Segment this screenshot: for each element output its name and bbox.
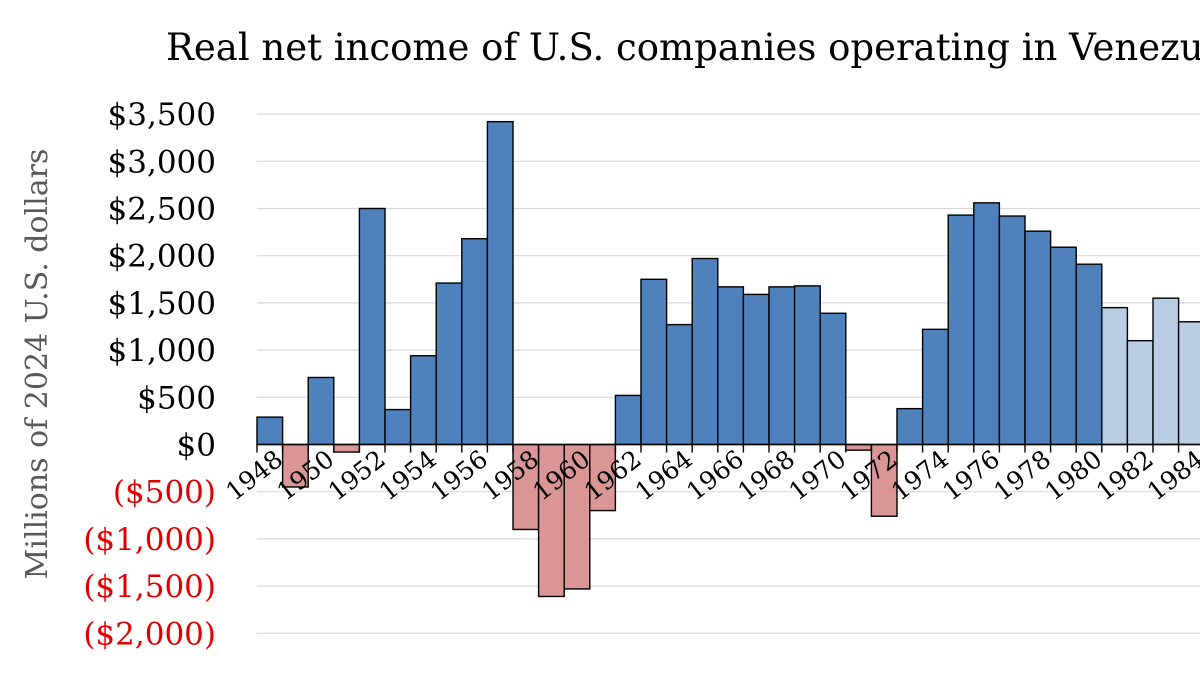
bar-1973 (896, 407, 924, 446)
bar-1967 (742, 293, 770, 446)
bar-1952 (358, 207, 386, 446)
bar-1960 (563, 443, 591, 590)
bar-1983 (1152, 297, 1180, 446)
y-tick-label: $500 (137, 380, 216, 416)
bar-1965 (691, 257, 719, 446)
bar-1975 (947, 214, 975, 446)
chart-title: Real net income of U.S. companies operat… (166, 26, 1200, 69)
y-tick-label: $3,000 (108, 144, 216, 180)
x-tick-label: 1964 (630, 444, 698, 506)
y-tick-label: ($2,000) (83, 616, 216, 652)
bar-1974 (921, 328, 949, 446)
bar-1980 (1075, 263, 1103, 446)
bars (256, 120, 1200, 598)
bar-1951 (333, 443, 361, 453)
x-axis: 1948195019521954195619581960196219641966… (220, 443, 1200, 506)
x-tick-label: 1982 (1091, 444, 1159, 506)
y-tick-label: $0 (177, 428, 216, 464)
bar-1957 (486, 120, 514, 446)
x-tick-label: 1970 (784, 444, 852, 506)
bar-1978 (1024, 230, 1052, 446)
bar-1981 (1101, 306, 1129, 446)
y-tick-label: ($500) (113, 475, 216, 511)
x-tick-label: 1984 (1142, 444, 1200, 506)
bar-1968 (768, 286, 796, 446)
bar-1954 (409, 355, 437, 446)
bar-1976 (973, 202, 1001, 446)
y-tick-label: $2,500 (108, 192, 216, 228)
bar-1953 (384, 408, 412, 446)
y-tick-label: $2,000 (108, 239, 216, 275)
bar-1950 (307, 376, 335, 446)
bar-1958 (512, 443, 540, 531)
bar-1948 (256, 416, 284, 446)
y-tick-label: $1,500 (108, 286, 216, 322)
bar-1977 (998, 215, 1026, 446)
y-tick-label: ($1,500) (83, 569, 216, 605)
x-tick-label: 1968 (732, 444, 800, 506)
bar-1961 (589, 443, 617, 512)
bar-1982 (1126, 339, 1154, 446)
x-tick-label: 1948 (220, 444, 288, 506)
bar-1956 (461, 238, 489, 446)
bar-1971 (845, 443, 873, 451)
x-tick-label: 1978 (988, 444, 1056, 506)
y-axis-label: Millions of 2024 U.S. dollars (20, 149, 55, 580)
x-tick-label: 1952 (323, 444, 391, 506)
bar-1964 (665, 323, 693, 446)
y-tick-label: $1,000 (108, 333, 216, 369)
x-tick-label: 1956 (425, 444, 493, 506)
bar-1984 (1177, 321, 1200, 446)
y-tick-label: $3,500 (108, 97, 216, 133)
bar-1955 (435, 282, 463, 446)
bar-1949 (281, 443, 309, 488)
x-tick-label: 1976 (937, 444, 1005, 506)
bar-1979 (1049, 246, 1077, 446)
bar-1969 (793, 285, 821, 446)
x-tick-label: 1966 (681, 444, 749, 506)
bar-1966 (717, 286, 745, 446)
x-tick-label: 1954 (374, 444, 442, 506)
bar-1970 (819, 312, 847, 446)
x-tick-label: 1980 (1040, 444, 1108, 506)
y-axis-ticks: $3,500 $3,000 $2,500 $2,000 $1,500 $1,000 $500… (83, 97, 216, 652)
bar-1963 (640, 278, 668, 446)
y-tick-label: ($1,000) (83, 522, 216, 558)
bar-1962 (614, 394, 642, 446)
